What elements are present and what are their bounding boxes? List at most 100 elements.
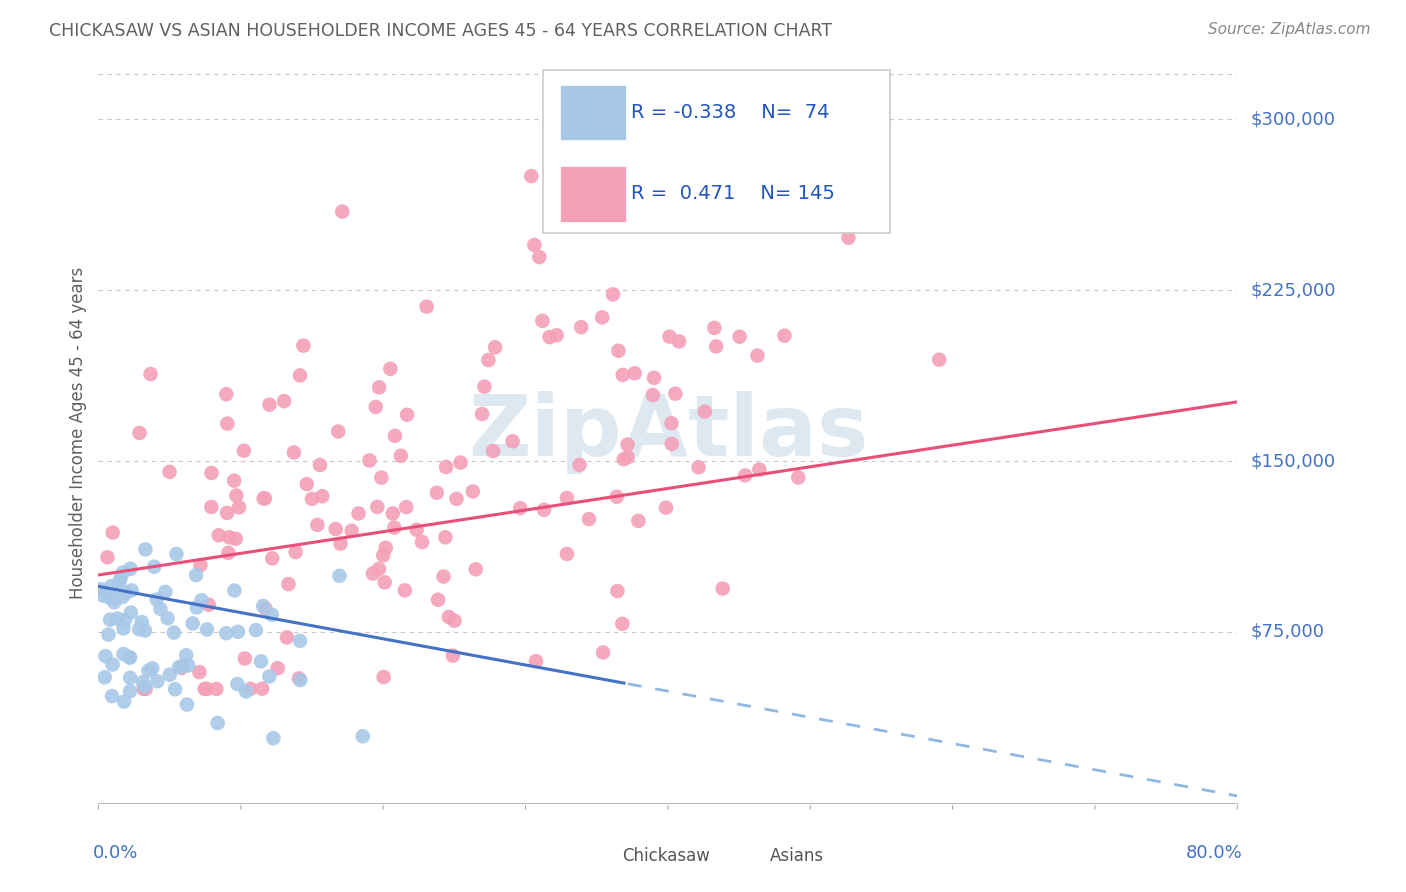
Point: [688, 460, 710, 475]
Point: [366, 500, 388, 514]
Point: [607, 343, 630, 358]
Point: [215, 387, 238, 401]
Point: [159, 667, 181, 681]
Point: [120, 606, 142, 620]
Point: [226, 677, 249, 691]
Point: [141, 661, 163, 675]
Point: [426, 485, 449, 500]
Point: [309, 458, 332, 472]
Point: [382, 520, 405, 534]
Point: [328, 569, 350, 583]
Point: [120, 562, 142, 576]
Point: [928, 352, 950, 367]
Point: [411, 535, 433, 549]
Point: [364, 400, 387, 414]
Point: [668, 334, 690, 349]
Point: [340, 524, 363, 538]
Point: [484, 340, 506, 354]
Point: [307, 517, 329, 532]
Point: [245, 623, 267, 637]
Point: [290, 673, 312, 687]
Point: [301, 491, 323, 506]
Point: [641, 388, 664, 402]
Point: [112, 647, 135, 661]
Point: [91, 589, 114, 603]
Point: [606, 490, 628, 504]
Point: [623, 366, 645, 380]
Point: [145, 592, 167, 607]
Point: [252, 599, 274, 613]
Point: [200, 466, 222, 480]
Point: [207, 716, 229, 731]
Point: [96, 550, 118, 565]
Point: [568, 458, 591, 472]
Text: $225,000: $225,000: [1251, 281, 1337, 299]
Point: [693, 404, 716, 418]
Text: $300,000: $300,000: [1251, 111, 1336, 128]
Point: [90, 582, 112, 597]
Text: 0.0%: 0.0%: [93, 844, 138, 862]
Point: [661, 437, 683, 451]
Point: [533, 502, 555, 516]
Point: [217, 417, 239, 431]
Point: [101, 525, 124, 540]
Point: [555, 491, 578, 505]
Point: [283, 445, 305, 459]
Point: [276, 631, 298, 645]
Point: [432, 569, 454, 583]
Text: 80.0%: 80.0%: [1187, 844, 1243, 862]
Point: [205, 681, 228, 696]
Point: [215, 506, 238, 520]
Point: [218, 530, 240, 544]
Point: [262, 731, 284, 746]
Point: [464, 562, 486, 576]
Point: [531, 314, 554, 328]
Point: [441, 648, 464, 663]
Point: [253, 491, 276, 506]
Point: [232, 443, 254, 458]
Point: [134, 542, 156, 557]
Point: [120, 671, 142, 685]
Point: [373, 549, 395, 563]
Point: [120, 650, 142, 665]
Point: [217, 546, 239, 560]
Point: [612, 368, 634, 382]
Point: [370, 470, 392, 484]
Point: [837, 230, 859, 244]
Point: [135, 681, 157, 696]
Point: [149, 602, 172, 616]
Point: [103, 595, 125, 609]
Point: [128, 425, 150, 440]
Point: [330, 204, 353, 219]
Point: [748, 462, 770, 476]
Point: [325, 522, 347, 536]
Point: [734, 468, 756, 483]
Point: [165, 682, 187, 697]
Text: $75,000: $75,000: [1251, 623, 1324, 641]
Point: [704, 339, 727, 353]
Point: [773, 328, 796, 343]
Point: [111, 590, 134, 604]
Point: [520, 169, 543, 183]
Point: [368, 562, 391, 576]
Point: [190, 558, 212, 572]
Point: [250, 654, 273, 668]
Point: [703, 321, 725, 335]
Point: [101, 657, 124, 672]
Point: [394, 583, 416, 598]
Point: [159, 465, 181, 479]
Text: Source: ZipAtlas.com: Source: ZipAtlas.com: [1208, 22, 1371, 37]
Point: [194, 681, 217, 696]
Point: [225, 489, 247, 503]
Point: [477, 353, 499, 368]
Point: [578, 512, 600, 526]
Point: [813, 158, 835, 172]
Point: [658, 329, 681, 343]
Text: R =  0.471    N= 145: R = 0.471 N= 145: [631, 185, 835, 203]
Point: [112, 622, 135, 636]
Text: R = -0.338    N=  74: R = -0.338 N= 74: [631, 103, 830, 122]
Point: [374, 575, 396, 590]
Point: [461, 484, 484, 499]
Point: [747, 349, 769, 363]
Point: [100, 579, 122, 593]
